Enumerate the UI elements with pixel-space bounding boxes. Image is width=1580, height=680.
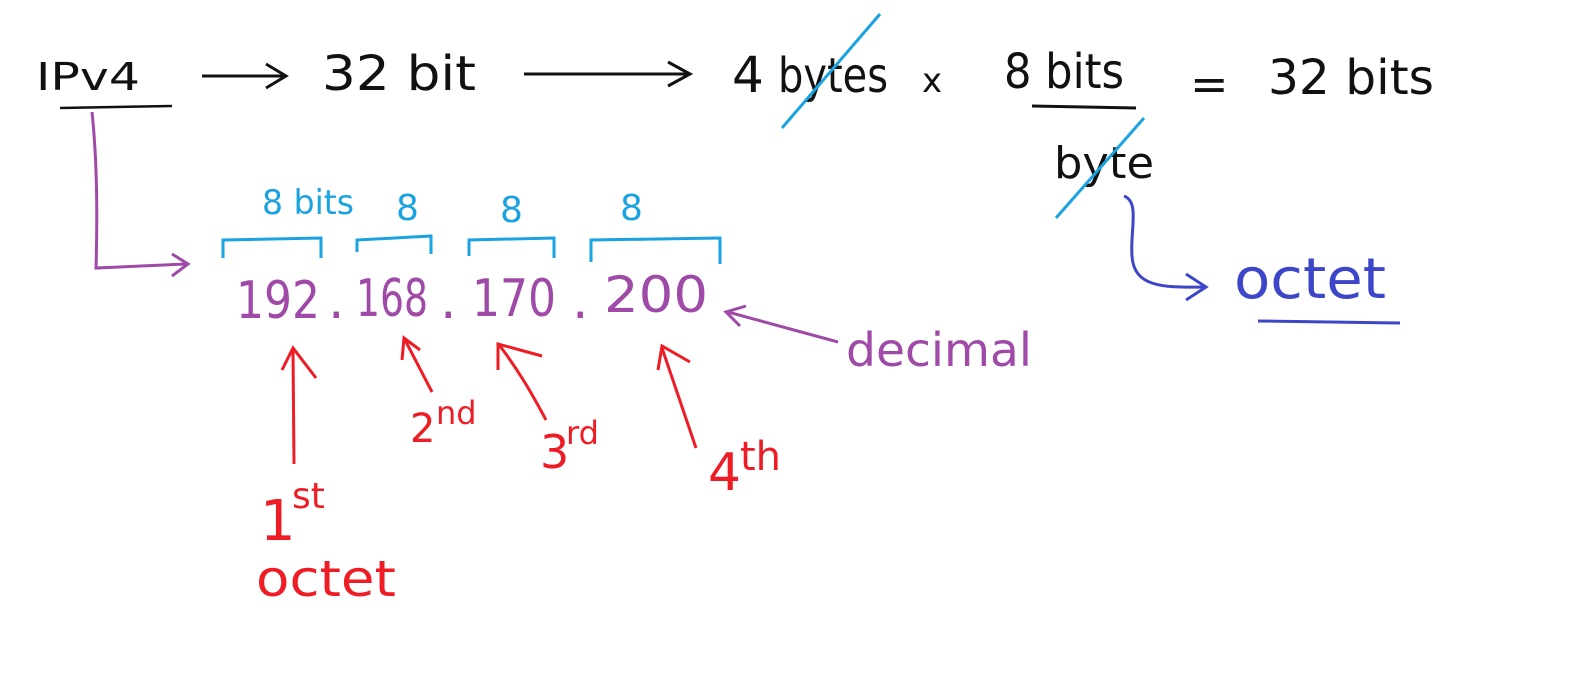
size-label: 32 bit [322,46,476,102]
decimal-arrow [728,312,838,342]
numerator: 8 bits [1004,44,1124,100]
bracket-2 [357,236,431,254]
ordinal-1-suffix: st [292,476,325,517]
bytes-count: 4 [732,46,764,104]
bit-label-4: 8 [620,188,643,229]
ipv4-underline [60,106,172,108]
arrow-3rd [500,346,546,420]
times-sign: x [922,61,942,101]
fraction-bar [1032,106,1136,108]
ordinal-1: 1 [260,489,296,554]
arrow-4th-head [658,346,690,370]
bracket-3 [469,238,554,258]
bracket-1 [223,238,321,258]
separator-3: . [572,271,589,331]
arrow-1st [293,350,294,464]
arrow-2nd [404,338,432,392]
octet-value-2: 168 [356,269,428,329]
ordinal-3-suffix: rd [566,414,599,452]
ordinal-4: 4 [708,443,741,503]
bit-label-2: 8 [396,188,419,229]
bit-label-3: 8 [500,190,523,231]
ordinal-4-suffix: th [740,434,781,480]
ordinal-3: 3 [540,425,569,479]
result: 32 bits [1268,50,1434,106]
bytes-word: bytes [778,48,888,104]
ordinal-1-octet: octet [256,550,396,608]
separator-2: . [440,271,457,331]
ipv4-to-address-arrow [92,112,186,268]
decimal-label: decimal [846,323,1032,377]
octet-term: octet [1234,247,1386,312]
ordinal-2-suffix: nd [436,394,477,432]
octet-value-1: 192 [236,271,320,331]
arrow-1st-head [282,348,316,378]
bracket-4 [591,238,720,264]
ipv4-label: IPv4 [36,55,140,99]
bit-label-1: 8 bits [262,183,354,223]
ordinal-2: 2 [410,406,435,452]
arrow-4th [662,348,696,448]
octet-term-underline [1258,321,1400,323]
equals-sign: = [1190,57,1229,111]
byte-to-octet-arrow [1124,196,1204,287]
octet-value-4: 200 [604,266,708,324]
octet-value-3: 170 [472,269,556,329]
arrow-3rd-head [498,344,542,370]
bit-brackets [223,236,720,264]
separator-1: . [328,271,345,331]
